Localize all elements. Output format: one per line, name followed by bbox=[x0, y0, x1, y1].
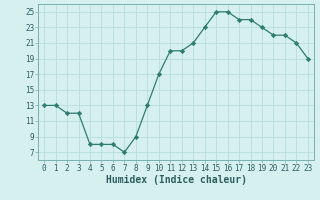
X-axis label: Humidex (Indice chaleur): Humidex (Indice chaleur) bbox=[106, 175, 246, 185]
